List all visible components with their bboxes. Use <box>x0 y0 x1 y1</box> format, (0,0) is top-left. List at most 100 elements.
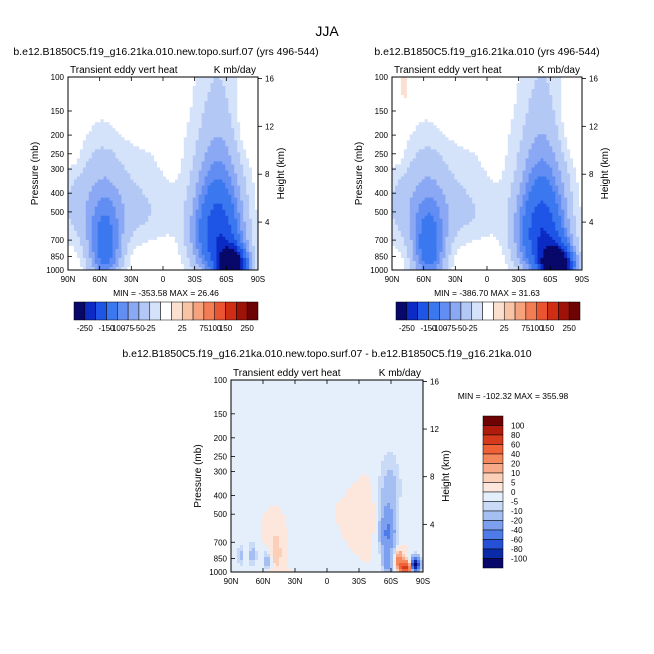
field-cell <box>103 215 107 220</box>
field-cell <box>546 92 550 96</box>
field-cell <box>180 116 185 120</box>
field-cell <box>73 242 78 247</box>
field-cell <box>88 215 93 220</box>
field-cell <box>73 245 78 250</box>
field-cell <box>213 194 217 198</box>
field-cell <box>94 185 99 189</box>
field-cell <box>154 167 158 171</box>
field-cell <box>427 80 431 84</box>
field-cell <box>157 131 161 135</box>
field-cell <box>68 113 72 117</box>
field-cell <box>73 209 78 214</box>
field-cell <box>231 209 235 214</box>
field-cell <box>121 80 125 84</box>
field-cell <box>139 236 143 241</box>
field-cell <box>109 239 113 244</box>
field-cell <box>234 86 238 90</box>
field-cell <box>148 248 152 253</box>
field-cell <box>225 260 229 265</box>
field-cell <box>106 176 110 180</box>
field-cell <box>124 86 128 90</box>
field-cell <box>154 113 158 117</box>
field-cell <box>549 101 553 105</box>
field-cell <box>136 77 140 81</box>
field-cell <box>567 95 571 99</box>
field-cell <box>91 173 96 177</box>
field-cell <box>231 152 235 156</box>
field-cell <box>445 95 449 99</box>
field-cell <box>139 158 143 162</box>
field-cell <box>136 245 140 250</box>
colorbar-swatch <box>192 301 205 321</box>
field-cell <box>163 140 167 144</box>
field-cell <box>451 77 455 81</box>
field-cell <box>240 104 244 108</box>
field-cell <box>76 206 81 211</box>
field-cell <box>115 245 119 250</box>
field-cell <box>177 104 182 108</box>
field-cell <box>198 188 202 192</box>
field-cell <box>501 86 506 90</box>
field-cell <box>121 248 125 253</box>
field-cell <box>255 206 259 211</box>
field-cell <box>91 149 96 153</box>
field-cell <box>88 77 93 81</box>
field-cell <box>133 95 137 99</box>
field-cell <box>168 95 173 99</box>
field-cell <box>249 227 253 232</box>
field-cell <box>418 113 423 117</box>
field-cell <box>85 236 90 241</box>
field-cell <box>136 188 140 192</box>
field-cell <box>433 83 437 87</box>
field-cell <box>454 107 458 111</box>
field-cell <box>252 158 256 162</box>
field-cell <box>234 113 238 117</box>
field-cell <box>94 242 99 247</box>
field-cell <box>85 185 90 189</box>
field-cell <box>163 251 167 256</box>
field-cell <box>573 92 577 96</box>
field-cell <box>210 95 214 99</box>
field-cell <box>201 254 205 259</box>
field-cell <box>409 101 414 105</box>
field-cell <box>157 110 161 114</box>
field-cell <box>564 104 568 108</box>
field-cell <box>100 227 104 232</box>
field-cell <box>171 122 176 126</box>
field-cell <box>174 164 179 168</box>
field-cell <box>112 251 116 256</box>
field-cell <box>130 155 134 159</box>
field-cell <box>88 104 93 108</box>
field-cell <box>73 218 78 223</box>
field-cell <box>192 167 197 171</box>
field-cell <box>112 185 116 189</box>
field-cell <box>207 86 211 90</box>
field-cell <box>136 227 140 232</box>
field-cell <box>186 89 191 93</box>
field-cell <box>430 83 434 87</box>
field-cell <box>94 155 99 159</box>
field-cell <box>88 227 93 232</box>
field-cell <box>222 197 226 201</box>
field-cell <box>513 92 518 96</box>
field-cell <box>154 239 158 244</box>
field-cell <box>127 248 131 253</box>
field-cell <box>234 266 238 271</box>
field-cell <box>168 98 173 102</box>
field-cell <box>160 92 164 96</box>
field-cell <box>507 98 512 102</box>
field-cell <box>531 92 535 96</box>
field-cell <box>240 266 244 271</box>
field-cell <box>145 104 149 108</box>
field-cell <box>498 80 503 84</box>
field-cell <box>255 80 259 84</box>
field-cell <box>133 263 137 268</box>
field-cell <box>88 242 93 247</box>
field-cell <box>400 98 405 102</box>
field-cell <box>519 92 523 96</box>
field-cell <box>234 134 238 138</box>
field-cell <box>210 149 214 153</box>
field-cell <box>157 212 161 217</box>
field-cell <box>252 125 256 129</box>
field-cell <box>183 167 188 171</box>
